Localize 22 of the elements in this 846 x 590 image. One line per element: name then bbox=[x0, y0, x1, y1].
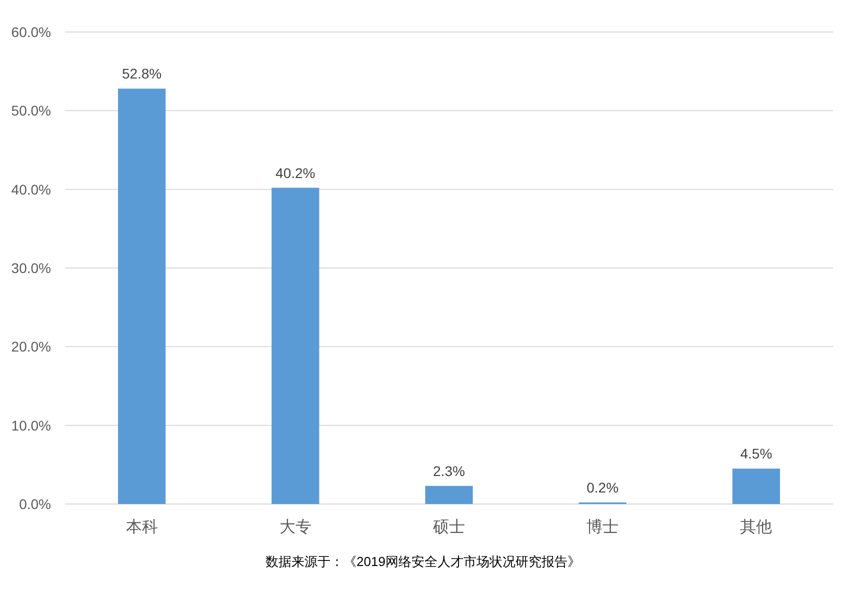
bar bbox=[272, 188, 320, 504]
data-label: 40.2% bbox=[276, 164, 316, 181]
y-tick-label: 50.0% bbox=[11, 102, 51, 119]
data-label: 4.5% bbox=[740, 446, 772, 462]
y-tick-label: 60.0% bbox=[11, 24, 51, 40]
data-label: 2.3% bbox=[433, 462, 465, 479]
bar bbox=[732, 468, 780, 504]
y-tick-label: 30.0% bbox=[11, 260, 51, 276]
data-label: 0.2% bbox=[586, 479, 619, 496]
x-tick-label: 本科 bbox=[126, 518, 158, 536]
y-tick-label: 20.0% bbox=[11, 338, 51, 355]
x-tick-label: 博士 bbox=[586, 518, 619, 536]
bar bbox=[425, 486, 473, 504]
text: 数据来源于：《2019网络安全人才市场状况研究报告》 bbox=[266, 554, 580, 569]
y-tick-label: 40.0% bbox=[11, 181, 51, 198]
data-label: 52.8% bbox=[122, 66, 162, 82]
x-tick-label: 硕士 bbox=[432, 518, 465, 536]
y-tick-label: 0.0% bbox=[19, 496, 51, 512]
bar bbox=[118, 88, 166, 504]
y-tick-label: 10.0% bbox=[11, 417, 51, 434]
x-tick-label: 其他 bbox=[740, 518, 772, 536]
x-tick-label: 大专 bbox=[279, 518, 312, 536]
